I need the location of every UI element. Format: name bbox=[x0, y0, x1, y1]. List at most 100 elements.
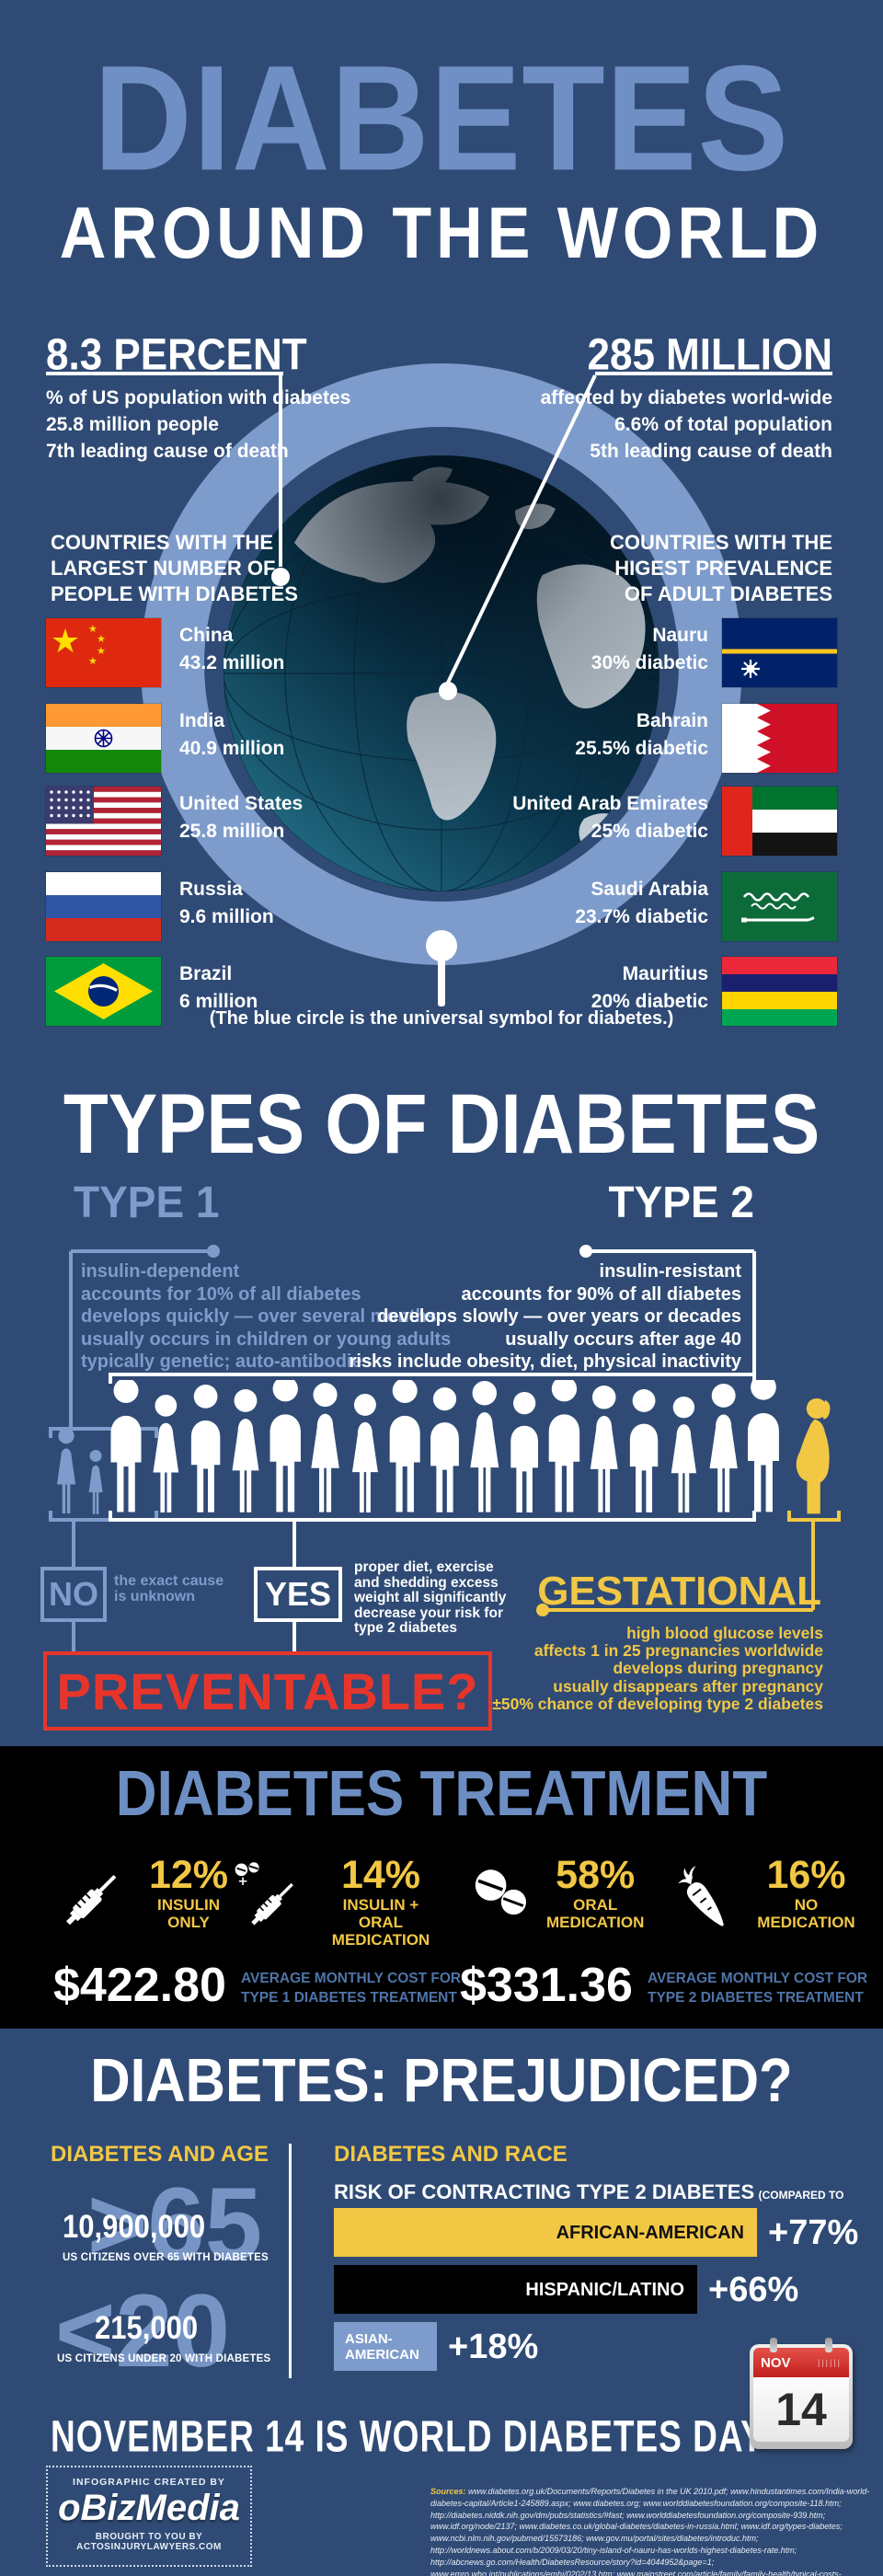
preventable-heading: PREVENTABLE? bbox=[43, 1651, 492, 1731]
types-connector-lines bbox=[49, 1245, 841, 1651]
cost-label: AVERAGE MONTHLY COST FOR TYPE 1 DIABETES… bbox=[241, 1971, 462, 2006]
stat-us-headline: 8.3 PERCENT bbox=[46, 329, 307, 380]
main-title: DIABETES bbox=[93, 35, 790, 202]
treatment-item-text: 16% NO MEDICATION bbox=[747, 1853, 866, 1931]
country-label: Brazil 6 million bbox=[179, 960, 419, 1016]
type1-title: TYPE 1 bbox=[74, 1176, 220, 1227]
stat-us-rule bbox=[46, 372, 283, 375]
flag-nauru bbox=[722, 618, 837, 687]
country-value: 9.6 million bbox=[179, 906, 274, 927]
types-heading: TYPES OF DIABETES bbox=[63, 1076, 820, 1171]
flag-uae bbox=[722, 787, 837, 856]
flag-mauritius bbox=[722, 957, 837, 1026]
stat-world-headline: 285 MILLION bbox=[587, 329, 833, 380]
race-bar-percent: +77% bbox=[768, 2214, 859, 2252]
type2-bullets: insulin-resistant accounts for 90% of all… bbox=[350, 1260, 741, 1374]
flag-saudi bbox=[722, 872, 837, 941]
svg-text:★: ★ bbox=[97, 645, 106, 657]
carrot-icon bbox=[668, 1855, 741, 1942]
bullet-line: develops slowly — over years or decades bbox=[377, 1306, 741, 1327]
race-bar-label: AFRICAN-AMERICAN bbox=[556, 2222, 744, 2243]
bullet-line: risks include obesity, diet, physical in… bbox=[349, 1351, 741, 1372]
country-label: Mauritius 20% diabetic bbox=[492, 960, 708, 1016]
calendar-day: 14 bbox=[775, 2384, 827, 2435]
right-countries-heading: COUNTRIES WITH THE HIGEST PREVALENCE OF … bbox=[610, 531, 832, 605]
map-pin-world bbox=[439, 682, 457, 700]
bullet-line: typically genetic; auto-antibodies bbox=[81, 1351, 373, 1372]
country-name: United Arab Emirates bbox=[512, 793, 708, 814]
cost-label: AVERAGE MONTHLY COST FOR TYPE 2 DIABETES… bbox=[648, 1971, 868, 2006]
globe-graphic bbox=[141, 363, 742, 1006]
treatment-percent: 58% bbox=[556, 1853, 636, 1897]
bullet-line: accounts for 10% of all diabetes bbox=[81, 1283, 361, 1305]
race-bar: ASIAN- AMERICAN bbox=[334, 2322, 437, 2371]
syringe-pills-icon: + bbox=[232, 1855, 305, 1942]
country-name: Bahrain bbox=[636, 710, 708, 731]
country-label: India 40.9 million bbox=[179, 707, 419, 763]
treatment-percent: 16% bbox=[766, 1853, 846, 1897]
risk-subheading: RISK OF CONTRACTING TYPE 2 DIABETES bbox=[334, 2180, 755, 2203]
country-label: China 43.2 million bbox=[179, 622, 419, 677]
bullet-line: accounts for 90% of all diabetes bbox=[461, 1283, 741, 1305]
treatment-label: INSULIN + ORAL MEDICATION bbox=[331, 1896, 430, 1949]
bullet-line: affects 1 in 25 pregnancies worldwide bbox=[533, 1641, 823, 1661]
gestational-bullets: high blood glucose levels affects 1 in 25… bbox=[492, 1624, 823, 1713]
bullet-line: develops during pregnancy bbox=[613, 1659, 823, 1678]
syringe-icon bbox=[57, 1855, 131, 1942]
age-race-divider bbox=[289, 2144, 292, 2378]
country-name: Brazil bbox=[179, 963, 233, 984]
race-bar: HISPANIC/LATINO bbox=[334, 2265, 697, 2314]
bullet-line: high blood glucose levels bbox=[626, 1624, 823, 1642]
country-label: Bahrain 25.5% diabetic bbox=[492, 707, 708, 763]
treatment-percent: 12% bbox=[148, 1853, 229, 1897]
age-value: 10,900,000 bbox=[63, 2207, 206, 2245]
bullet-line: usually occurs in children or young adul… bbox=[81, 1328, 452, 1350]
bullet-line: develops quickly — over several months bbox=[81, 1306, 437, 1327]
cost-amount: $422.80 bbox=[53, 1959, 226, 2012]
svg-text:★: ★ bbox=[51, 623, 80, 661]
treatment-item: 58% ORAL MEDICATION bbox=[467, 1853, 660, 1942]
stat-us-lines: % of US population with diabetes 25.8 mi… bbox=[46, 387, 351, 462]
prejudiced-heading: DIABETES: PREJUDICED? bbox=[90, 2045, 793, 2115]
bullet-line: usually occurs after age 40 bbox=[505, 1328, 741, 1350]
sources-paragraph: Sources: www.diabetes.org.uk/Documents/R… bbox=[430, 2486, 870, 2576]
country-value: 43.2 million bbox=[179, 652, 285, 673]
treatment-percent: 14% bbox=[340, 1853, 421, 1897]
flag-bahrain-icon bbox=[722, 704, 837, 773]
carrot-icon bbox=[678, 1866, 724, 1926]
calendar-ring-right bbox=[825, 2338, 832, 2352]
diabetes-symbol-pin bbox=[426, 930, 457, 1006]
pills-icon bbox=[467, 1855, 541, 1942]
country-value: 40.9 million bbox=[179, 738, 285, 759]
flag-brazil bbox=[46, 957, 161, 1026]
globe-icon bbox=[224, 455, 659, 891]
flag-nauru-icon bbox=[722, 618, 837, 687]
svg-text:★: ★ bbox=[88, 623, 97, 635]
yes-note: proper diet, exercise and shedding exces… bbox=[354, 1559, 507, 1637]
country-label: United Arab Emirates 25% diabetic bbox=[492, 790, 708, 845]
treatment-item: 16% NO MEDICATION bbox=[668, 1853, 866, 1942]
calendar-binding-dots: |||||| bbox=[817, 2358, 842, 2367]
country-value: 25.5% diabetic bbox=[575, 738, 708, 759]
race-bar: AFRICAN-AMERICAN bbox=[334, 2208, 757, 2257]
treatment-item-text: 58% ORAL MEDICATION bbox=[546, 1853, 644, 1931]
stat-world-rule bbox=[595, 372, 832, 375]
type2-title: TYPE 2 bbox=[608, 1176, 754, 1227]
age-watermark: >65 bbox=[87, 2167, 262, 2282]
obizmedia-logo: oBizMedia bbox=[58, 2488, 240, 2528]
age-value: 215,000 bbox=[95, 2308, 199, 2346]
flag-india bbox=[46, 704, 161, 773]
race-bar-percent: +18% bbox=[448, 2328, 539, 2366]
svg-text:★: ★ bbox=[97, 633, 106, 645]
country-value: 23.7% diabetic bbox=[575, 906, 708, 927]
type1-bullets: insulin-dependent accounts for 10% of all… bbox=[81, 1260, 451, 1374]
treatment-section bbox=[0, 1746, 883, 2029]
yes-box: YES bbox=[254, 1567, 342, 1622]
country-value: 20% diabetic bbox=[591, 991, 708, 1012]
